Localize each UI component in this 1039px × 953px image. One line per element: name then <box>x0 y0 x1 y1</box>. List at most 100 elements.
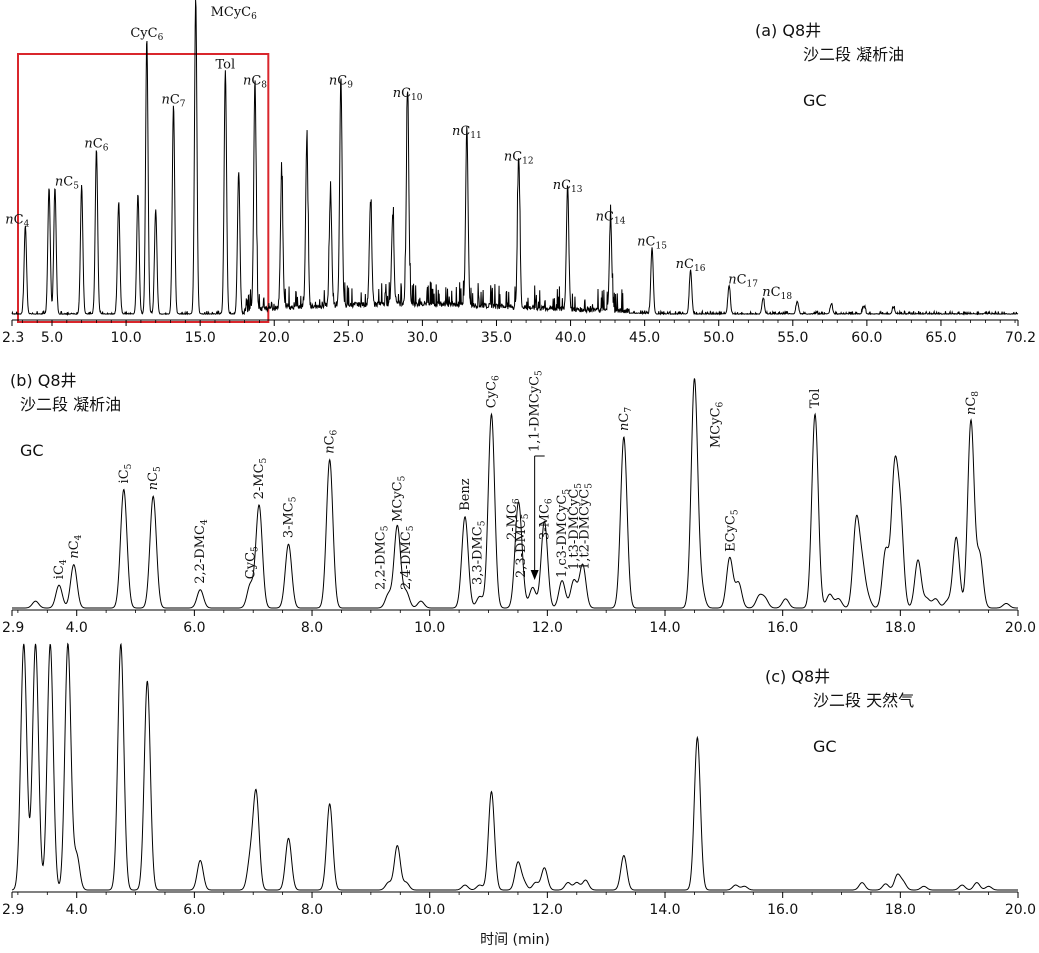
x-tick-label: 10.0 <box>110 330 141 346</box>
x-tick-label: 30.0 <box>407 330 438 346</box>
panel-method: GC <box>803 91 827 110</box>
peak-label: 2,2-DMC5 <box>374 525 391 590</box>
x-tick-label: 8.0 <box>301 620 323 636</box>
peak-label: MCyC5 <box>390 475 407 522</box>
peak-label: 3-MC5 <box>282 496 299 538</box>
peak-label: 1,t2-DMCyC5 <box>578 483 595 570</box>
x-tick-label: 2.9 <box>2 902 24 918</box>
x-tick-label: 45.0 <box>629 330 660 346</box>
peak-label: iC5 <box>117 463 134 483</box>
chromatogram-trace <box>11 642 1018 891</box>
peak-label: nC4 <box>67 534 84 558</box>
x-tick-label: 4.0 <box>66 902 88 918</box>
peak-label: nC6 <box>323 429 340 453</box>
peak-label: nC8 <box>964 391 981 415</box>
peak-label: nC6 <box>84 137 108 154</box>
panel-0: 2.3 5.0 10.0 15.0 20.0 25.0 30.0 35.0 40.0 45.0 50… <box>2 0 1036 346</box>
peak-label: CyC6 <box>484 375 501 408</box>
x-tick-label: 55.0 <box>777 330 808 346</box>
x-tick-label: 16.0 <box>767 902 798 918</box>
x-tick-label: 12.0 <box>532 902 563 918</box>
panel-sample: 沙二段 凝析油 <box>20 395 121 414</box>
x-axis-title: 时间 (min) <box>480 932 550 948</box>
x-tick-label: 2.9 <box>2 620 24 636</box>
peak-label: 1,t3-DMCyC5 <box>567 483 584 570</box>
x-tick-label: 20.0 <box>1005 620 1036 636</box>
peak-label: nC12 <box>504 149 534 166</box>
peak-label: nC8 <box>243 73 267 90</box>
panel-sample: 沙二段 凝析油 <box>803 45 904 64</box>
peak-label: 2-MC5 <box>252 457 269 499</box>
x-tick-label: 6.0 <box>183 902 205 918</box>
peak-label: nC14 <box>596 209 626 226</box>
peak-label: nC13 <box>553 178 583 195</box>
x-tick-label: 16.0 <box>767 620 798 636</box>
x-tick-label: 8.0 <box>301 902 323 918</box>
peak-label: CyC6 <box>130 26 163 43</box>
peak-label: nC7 <box>161 92 185 109</box>
x-tick-label: 6.0 <box>183 620 205 636</box>
panel-2: 2.9 4.0 6.0 8.0 10.0 12.0 14.0 16.0 18.0 20.0 (c) … <box>2 642 1036 948</box>
x-tick-label: 10.0 <box>414 620 445 636</box>
peak-label: 1,c3-DMCyC5 <box>555 489 572 578</box>
peak-label: 1,1-DMCyC5 <box>528 370 545 452</box>
x-tick-label: 18.0 <box>885 902 916 918</box>
peak-label: nC11 <box>452 124 482 141</box>
peak-label: Tol <box>808 389 823 409</box>
peak-label: 2,3-DMC5 <box>514 513 531 578</box>
x-tick-label: 14.0 <box>649 620 680 636</box>
peak-label: nC17 <box>728 273 758 290</box>
panel-method: GC <box>20 441 44 460</box>
x-tick-label: 10.0 <box>414 902 445 918</box>
peak-label: Tol <box>216 58 236 73</box>
peak-label: nC9 <box>329 73 353 90</box>
x-tick-label: 20.0 <box>1005 902 1036 918</box>
x-tick-label: 65.0 <box>925 330 956 346</box>
x-tick-label: 25.0 <box>333 330 364 346</box>
panel-method: GC <box>813 737 837 756</box>
x-tick-label: 2.3 <box>2 330 24 346</box>
peak-label: nC16 <box>676 257 706 274</box>
peak-label: nC5 <box>146 466 163 490</box>
x-tick-label: 18.0 <box>885 620 916 636</box>
chromatogram-trace <box>11 0 1019 316</box>
peak-label: nC7 <box>617 407 634 431</box>
x-tick-label: 5.0 <box>41 330 63 346</box>
x-tick-label: 35.0 <box>481 330 512 346</box>
x-tick-label: 20.0 <box>259 330 290 346</box>
peak-label: nC15 <box>637 235 667 252</box>
annotation-arrowhead <box>530 570 539 580</box>
panel-sample: 沙二段 天然气 <box>813 691 914 710</box>
x-tick-label: 40.0 <box>555 330 586 346</box>
peak-label: nC5 <box>55 175 79 192</box>
peak-label: 3,3-DMC5 <box>471 520 488 585</box>
peak-label: nC10 <box>393 86 423 103</box>
peak-label: 2,4-DMC5 <box>399 525 416 590</box>
peak-label: Benz <box>458 478 473 511</box>
x-tick-label: 70.2 <box>1005 330 1036 346</box>
panel-letter: (c) Q8井 <box>765 667 830 686</box>
peak-label: MCyC6 <box>708 401 725 448</box>
x-tick-label: 4.0 <box>66 620 88 636</box>
chromatogram-trace <box>12 378 1018 609</box>
peak-label: nC18 <box>762 285 792 302</box>
x-tick-label: 15.0 <box>185 330 216 346</box>
peak-label: CyC5 <box>243 546 260 579</box>
x-tick-label: 60.0 <box>851 330 882 346</box>
peak-label: 3-MC6 <box>537 498 554 540</box>
panel-letter: (a) Q8井 <box>755 21 821 40</box>
x-tick-label: 50.0 <box>703 330 734 346</box>
panel-1: 2.9 4.0 6.0 8.0 10.0 12.0 14.0 16.0 18.0 20.0 (b) … <box>2 370 1036 636</box>
panel-letter: (b) Q8井 <box>10 371 77 390</box>
peak-label: 2,2-DMC4 <box>193 519 210 584</box>
peak-label: nC4 <box>5 213 29 230</box>
peak-label: ECyC5 <box>724 509 741 552</box>
x-tick-label: 14.0 <box>649 902 680 918</box>
peak-label: iC4 <box>52 559 69 579</box>
peak-label: 2-MC6 <box>505 498 522 540</box>
